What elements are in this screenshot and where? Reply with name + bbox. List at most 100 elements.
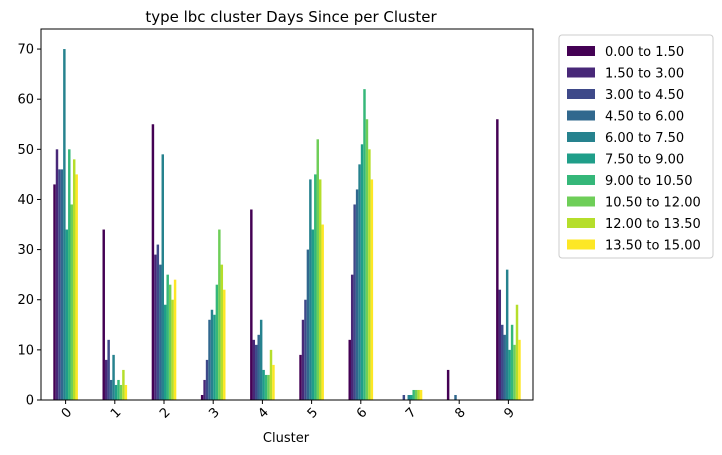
x-tick-label: 6 [354, 405, 370, 421]
x-tick-label: 4 [256, 405, 272, 421]
bar-cluster-2-series-4 [161, 154, 164, 400]
x-tick-label: 7 [403, 405, 419, 421]
bar-cluster-1-series-4 [112, 354, 115, 400]
bar-cluster-6-series-5 [360, 144, 364, 400]
bar-cluster-6-series-2 [353, 204, 356, 400]
bar-cluster-9-series-8 [515, 304, 519, 400]
x-axis-label: Cluster [263, 431, 310, 446]
bar-cluster-0-series-6 [68, 149, 71, 400]
bar-cluster-4-series-2 [255, 344, 258, 400]
bar-cluster-0-series-4 [63, 49, 66, 401]
legend-swatch [567, 132, 595, 142]
bar-cluster-8-series-3 [454, 394, 457, 400]
bar-cluster-5-series-7 [316, 139, 319, 401]
bars-group [53, 49, 521, 401]
bar-cluster-2-series-3 [159, 264, 162, 400]
bar-cluster-2-series-1 [154, 254, 157, 400]
bar-cluster-1-series-6 [117, 379, 120, 400]
legend-label: 4.50 to 6.00 [605, 110, 684, 125]
bar-cluster-9-series-3 [503, 334, 506, 400]
bar-cluster-4-series-8 [269, 349, 273, 400]
bar-cluster-9-series-6 [510, 324, 514, 400]
y-tick-label: 70 [17, 43, 34, 58]
bar-cluster-4-series-1 [252, 339, 256, 400]
bar-cluster-5-series-0 [299, 354, 302, 400]
bar-cluster-3-series-0 [200, 394, 204, 400]
bar-cluster-5-series-2 [304, 299, 307, 400]
bar-cluster-8-series-0 [446, 369, 450, 400]
bar-cluster-5-series-4 [309, 179, 312, 400]
bar-cluster-0-series-5 [65, 229, 69, 400]
bar-cluster-5-series-3 [306, 249, 310, 400]
bar-cluster-2-series-6 [166, 274, 169, 400]
bar-cluster-3-series-3 [208, 319, 211, 400]
bar-cluster-0-series-2 [58, 169, 61, 400]
bar-cluster-5-series-1 [301, 319, 305, 400]
bar-cluster-5-series-9 [321, 224, 324, 400]
y-tick-label: 40 [17, 193, 34, 208]
legend-swatch [567, 67, 595, 78]
legend-swatch [567, 46, 595, 56]
legend-swatch [567, 175, 595, 185]
bar-cluster-1-series-1 [104, 359, 108, 400]
legend-label: 9.00 to 10.50 [605, 174, 692, 189]
x-tick-label: 5 [305, 405, 321, 421]
bar-cluster-5-series-5 [311, 229, 315, 400]
bar-cluster-9-series-1 [498, 289, 502, 400]
bar-cluster-0-series-1 [55, 149, 59, 400]
bar-cluster-4-series-9 [272, 364, 275, 400]
x-tick-label: 8 [452, 405, 468, 421]
legend-label: 6.00 to 7.50 [605, 131, 684, 146]
x-tick-label: 3 [206, 405, 222, 421]
bar-cluster-2-series-5 [164, 304, 167, 400]
y-tick-label: 0 [26, 394, 34, 409]
bar-cluster-2-series-9 [173, 279, 177, 400]
bar-cluster-1-series-9 [124, 384, 128, 400]
bar-cluster-7-series-2 [402, 394, 406, 400]
bar-cluster-4-series-4 [259, 319, 263, 400]
bar-cluster-9-series-5 [508, 349, 511, 400]
legend-label: 7.50 to 9.00 [605, 153, 684, 168]
bar-cluster-7-series-4 [407, 394, 410, 400]
bar-cluster-9-series-9 [518, 339, 521, 400]
x-tick-label: 1 [108, 405, 124, 421]
bar-cluster-1-series-8 [122, 369, 125, 400]
bar-cluster-1-series-7 [119, 384, 123, 400]
bar-cluster-3-series-9 [223, 289, 226, 400]
legend-swatch [567, 218, 595, 228]
bar-cluster-5-series-6 [314, 174, 317, 400]
bar-cluster-3-series-8 [220, 264, 224, 400]
legend-label: 13.50 to 15.00 [605, 239, 701, 254]
bar-cluster-3-series-5 [213, 314, 216, 400]
y-axis: 0 10 20 30 40 50 60 70 [17, 43, 41, 409]
bar-cluster-4-series-5 [262, 369, 265, 400]
bar-cluster-3-series-1 [203, 379, 206, 400]
legend-swatch [567, 239, 595, 250]
y-tick-label: 20 [17, 293, 34, 308]
bar-cluster-3-series-7 [218, 229, 221, 400]
bar-cluster-1-series-0 [102, 229, 105, 400]
x-tick-label: 2 [157, 405, 173, 421]
bar-cluster-6-series-9 [370, 179, 374, 400]
bar-cluster-0-series-7 [70, 204, 73, 400]
bar-cluster-1-series-2 [107, 339, 110, 400]
bar-cluster-2-series-0 [151, 124, 155, 400]
legend-label: 1.50 to 3.00 [605, 67, 684, 82]
bar-cluster-6-series-3 [355, 189, 359, 400]
bar-cluster-4-series-3 [257, 334, 260, 400]
x-tick-label: 0 [59, 405, 75, 421]
bar-cluster-6-series-6 [363, 89, 366, 400]
bar-cluster-6-series-0 [348, 339, 351, 400]
bar-cluster-7-series-5 [410, 394, 413, 400]
legend-label: 12.00 to 13.50 [605, 217, 701, 232]
y-tick-label: 10 [17, 343, 34, 358]
bar-cluster-1-series-3 [109, 379, 113, 400]
bar-cluster-7-series-8 [417, 389, 420, 400]
bar-cluster-6-series-4 [358, 164, 361, 400]
bar-cluster-3-series-6 [215, 284, 219, 400]
legend-swatch [567, 153, 595, 164]
bar-cluster-1-series-5 [114, 384, 118, 400]
x-tick-label: 9 [502, 405, 518, 421]
legend-swatch [567, 110, 595, 121]
